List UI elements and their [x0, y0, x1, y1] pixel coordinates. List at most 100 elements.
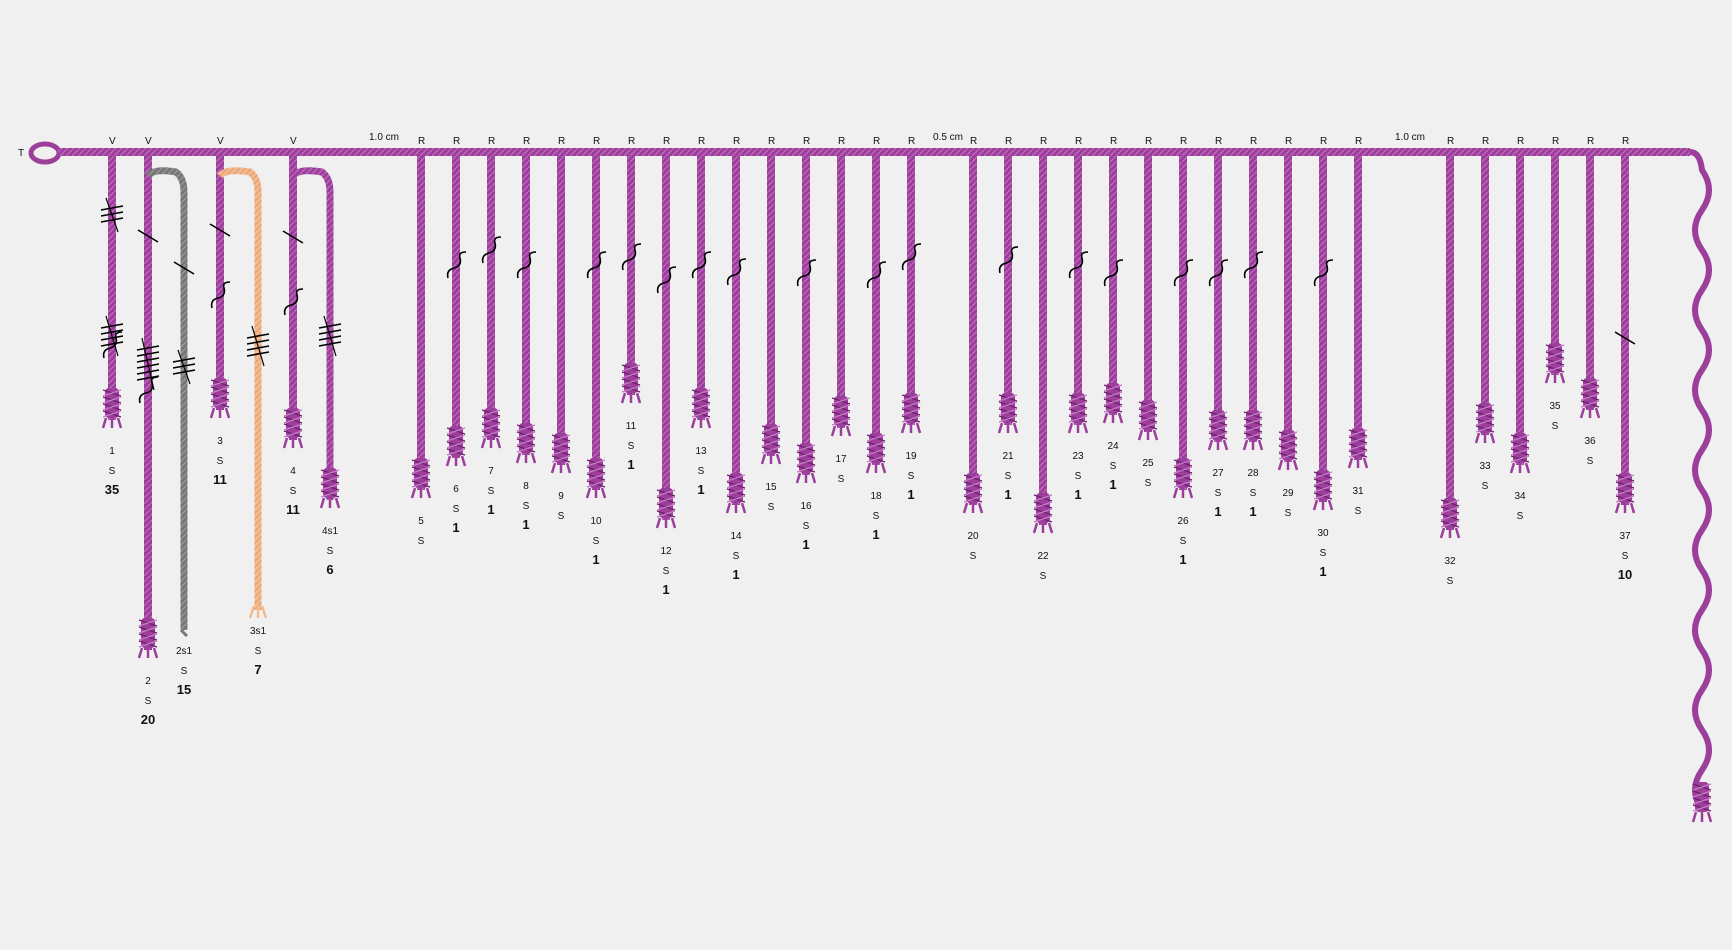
- pendant-cord-22: R 22 S: [1032, 136, 1054, 582]
- pendant-cord-25: R 25 S: [1137, 136, 1159, 489]
- cluster-stroke: [105, 315, 119, 357]
- end-knot: [1347, 428, 1369, 469]
- long-knot: [691, 251, 712, 279]
- cord-label: 2s1: [176, 646, 193, 657]
- cord-label: 14: [730, 531, 742, 542]
- attachment-label: R: [908, 136, 915, 147]
- pendant-cord-27: R 27 S 1: [1207, 136, 1229, 519]
- pendant-cord-32: R 32 S: [1439, 136, 1461, 587]
- attachment-label: R: [1355, 136, 1362, 147]
- attachment-label: R: [1005, 136, 1012, 147]
- pendant-cord-16: R 16 S 1: [795, 136, 817, 552]
- cord-value: 7: [254, 662, 261, 677]
- cord-value: 1: [592, 552, 599, 567]
- cord-ply-type: S: [733, 551, 740, 562]
- end-knot: [1032, 493, 1054, 534]
- attachment-label: R: [1180, 136, 1187, 147]
- long-knot: [621, 243, 642, 271]
- cord-tip: [248, 605, 268, 619]
- attachment-label: V: [217, 136, 224, 147]
- cord-ply-type: S: [873, 511, 880, 522]
- attachment-label: R: [488, 136, 495, 147]
- cord-body: [289, 156, 297, 440]
- top-cord-end-knot: [1691, 782, 1713, 823]
- cord-value: 1: [1319, 564, 1326, 579]
- single-knot: [1614, 331, 1636, 345]
- long-knot: [1068, 251, 1089, 279]
- single-knot: [136, 357, 160, 363]
- end-knot: [1579, 378, 1601, 419]
- cord-value: 1: [907, 487, 914, 502]
- cord-body: [1446, 156, 1454, 530]
- cord-label: 30: [1317, 528, 1329, 539]
- primary-cord: [58, 148, 1690, 156]
- pendant-cord-29: R 29 S: [1277, 136, 1299, 519]
- attachment-label: R: [1075, 136, 1082, 147]
- attachment-label: R: [970, 136, 977, 147]
- cord-value: 20: [141, 712, 155, 727]
- attachment-label: R: [558, 136, 565, 147]
- end-knot: [962, 473, 984, 514]
- start-label: T: [18, 148, 24, 159]
- cord-value: 1: [627, 457, 634, 472]
- attachment-label: R: [1447, 136, 1454, 147]
- end-knot: [1474, 403, 1496, 444]
- cord-label: 13: [695, 446, 707, 457]
- cord-ply-type: S: [1005, 471, 1012, 482]
- pendant-cord-31: R 31 S: [1347, 136, 1369, 517]
- single-knot: [100, 323, 124, 329]
- cord-value: 1: [662, 582, 669, 597]
- cord-ply-type: S: [593, 536, 600, 547]
- long-knot: [1103, 259, 1124, 287]
- cord-label: 11: [626, 421, 637, 432]
- cord-body: [802, 156, 810, 475]
- cord-ply-type: S: [1215, 488, 1222, 499]
- long-knot: [998, 246, 1019, 274]
- long-knot: [656, 266, 677, 294]
- attachment-label: R: [1215, 136, 1222, 147]
- single-knot: [137, 229, 159, 243]
- end-knot: [997, 393, 1019, 434]
- end-knot: [1312, 470, 1334, 511]
- cord-label: 5: [418, 516, 424, 527]
- single-knot: [136, 369, 160, 375]
- attachment-label: R: [523, 136, 530, 147]
- single-knot: [318, 341, 342, 347]
- cord-label: 10: [590, 516, 602, 527]
- start-loop: [28, 141, 62, 165]
- end-knot: [550, 433, 572, 474]
- cord-ply-type: S: [768, 502, 775, 513]
- cord-ply-type: S: [1517, 511, 1524, 522]
- end-knot: [1544, 343, 1566, 384]
- cord-label: 35: [1549, 401, 1561, 412]
- cord-body: [837, 156, 845, 428]
- cord-value: 1: [1249, 504, 1256, 519]
- cord-tip: [179, 628, 189, 638]
- single-knot: [172, 357, 196, 363]
- attachment-label: R: [418, 136, 425, 147]
- attachment-label: R: [1285, 136, 1292, 147]
- single-knot: [173, 261, 195, 275]
- long-knot: [586, 251, 607, 279]
- cord-value: 6: [326, 562, 333, 577]
- cord-body: [662, 156, 670, 520]
- cord-ply-type: S: [1110, 461, 1117, 472]
- cord-body: [907, 156, 915, 425]
- cord-body: [767, 156, 775, 456]
- cord-body: [732, 156, 740, 505]
- attachment-label: R: [628, 136, 635, 147]
- single-knot: [136, 351, 160, 357]
- long-knot: [138, 376, 159, 404]
- long-knot: [446, 251, 467, 279]
- end-knot: [282, 408, 304, 449]
- cord-ply-type: S: [663, 566, 670, 577]
- cord-label: 16: [800, 501, 812, 512]
- cord-label: 21: [1002, 451, 1014, 462]
- cord-body: [1109, 156, 1117, 415]
- cord-body: [969, 156, 977, 505]
- cord-label: 15: [765, 482, 777, 493]
- cord-value: 1: [1179, 552, 1186, 567]
- pendant-cord-8: R 8 S 1: [515, 136, 537, 532]
- cord-ply-type: S: [908, 471, 915, 482]
- cord-body: [872, 156, 880, 465]
